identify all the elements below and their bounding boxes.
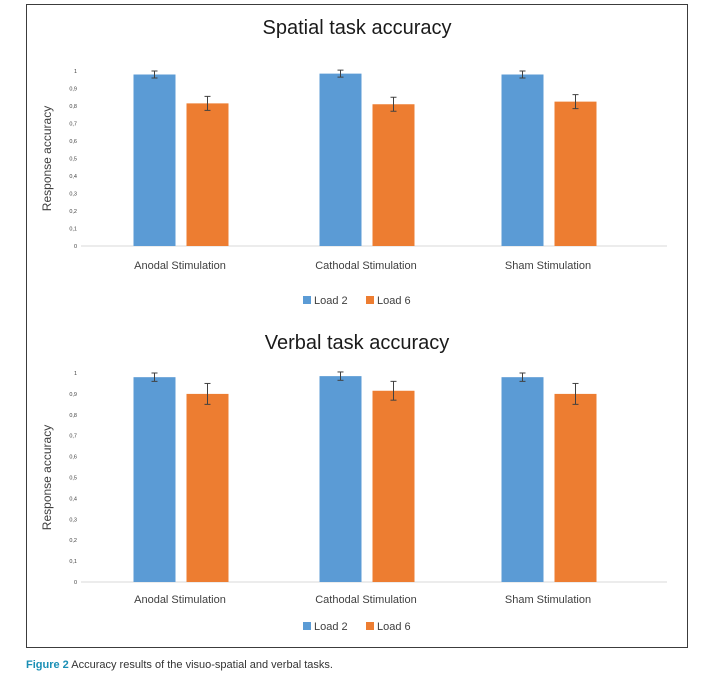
y-tick-label: 0,8 (69, 104, 77, 110)
y-tick-label: 0,5 (69, 476, 77, 482)
y-tick-label: 0 (74, 244, 77, 250)
bar-load2 (501, 377, 544, 582)
bar-load6 (372, 104, 415, 246)
figure-caption: Figure 2 Accuracy results of the visuo-s… (26, 659, 333, 671)
y-tick-label: 0,3 (69, 517, 77, 523)
y-tick-label: 1 (74, 371, 77, 377)
legend-label-load6: Load 6 (377, 295, 411, 307)
y-tick-label: 0,3 (69, 192, 77, 198)
y-tick-label: 0,6 (69, 455, 77, 461)
bar-load2 (133, 74, 176, 246)
y-tick-label: 0,1 (69, 227, 77, 233)
y-tick-label: 1 (74, 69, 77, 75)
y-tick-label: 0,2 (69, 209, 77, 215)
y-tick-label: 0,7 (69, 434, 77, 440)
spatial-accuracy-chart: Spatial task accuracy Response accuracy 0 0… (40, 17, 667, 307)
y-tick-label: 0,6 (69, 139, 77, 145)
bar-load6 (372, 390, 415, 582)
y-tick-label: 0 (74, 580, 77, 586)
y-axis-label: Response accuracy (40, 106, 54, 211)
legend-label-load2: Load 2 (314, 295, 348, 307)
y-tick-label: 0,9 (69, 392, 77, 398)
x-category-label: Sham Stimulation (505, 260, 591, 272)
x-category-label: Cathodal Stimulation (315, 594, 417, 606)
y-tick-label: 0,8 (69, 413, 77, 419)
bar-load2 (501, 74, 544, 246)
chart-title: Spatial task accuracy (263, 17, 452, 39)
bar-load6 (554, 393, 597, 582)
x-category-label: Anodal Stimulation (134, 260, 226, 272)
figure-caption-text: Accuracy results of the visuo-spatial an… (68, 659, 333, 671)
figure-caption-label: Figure 2 (26, 659, 69, 671)
y-tick-label: 0,4 (69, 174, 77, 180)
legend-swatch-load6 (366, 622, 374, 630)
y-tick-label: 0,1 (69, 559, 77, 565)
y-tick-label: 0,7 (69, 122, 77, 128)
bar-load2 (133, 377, 176, 582)
legend-swatch-load2 (303, 622, 311, 630)
legend-label-load2: Load 2 (314, 621, 348, 633)
y-tick-label: 0,2 (69, 538, 77, 544)
legend-label-load6: Load 6 (377, 621, 411, 633)
bar-load2 (319, 73, 362, 246)
x-category-label: Cathodal Stimulation (315, 260, 417, 272)
bar-load6 (186, 103, 229, 246)
legend-swatch-load6 (366, 296, 374, 304)
bar-load2 (319, 376, 362, 582)
y-tick-label: 0,4 (69, 496, 77, 502)
x-category-label: Anodal Stimulation (134, 594, 226, 606)
bar-load6 (186, 393, 229, 582)
chart-title: Verbal task accuracy (265, 332, 450, 354)
y-tick-label: 0,5 (69, 157, 77, 163)
y-axis-label: Response accuracy (40, 425, 54, 530)
x-category-label: Sham Stimulation (505, 594, 591, 606)
legend-swatch-load2 (303, 296, 311, 304)
verbal-accuracy-chart: Verbal task accuracy Response accuracy 0 0,… (40, 332, 667, 633)
bar-load6 (554, 101, 597, 246)
y-tick-label: 0,9 (69, 87, 77, 93)
